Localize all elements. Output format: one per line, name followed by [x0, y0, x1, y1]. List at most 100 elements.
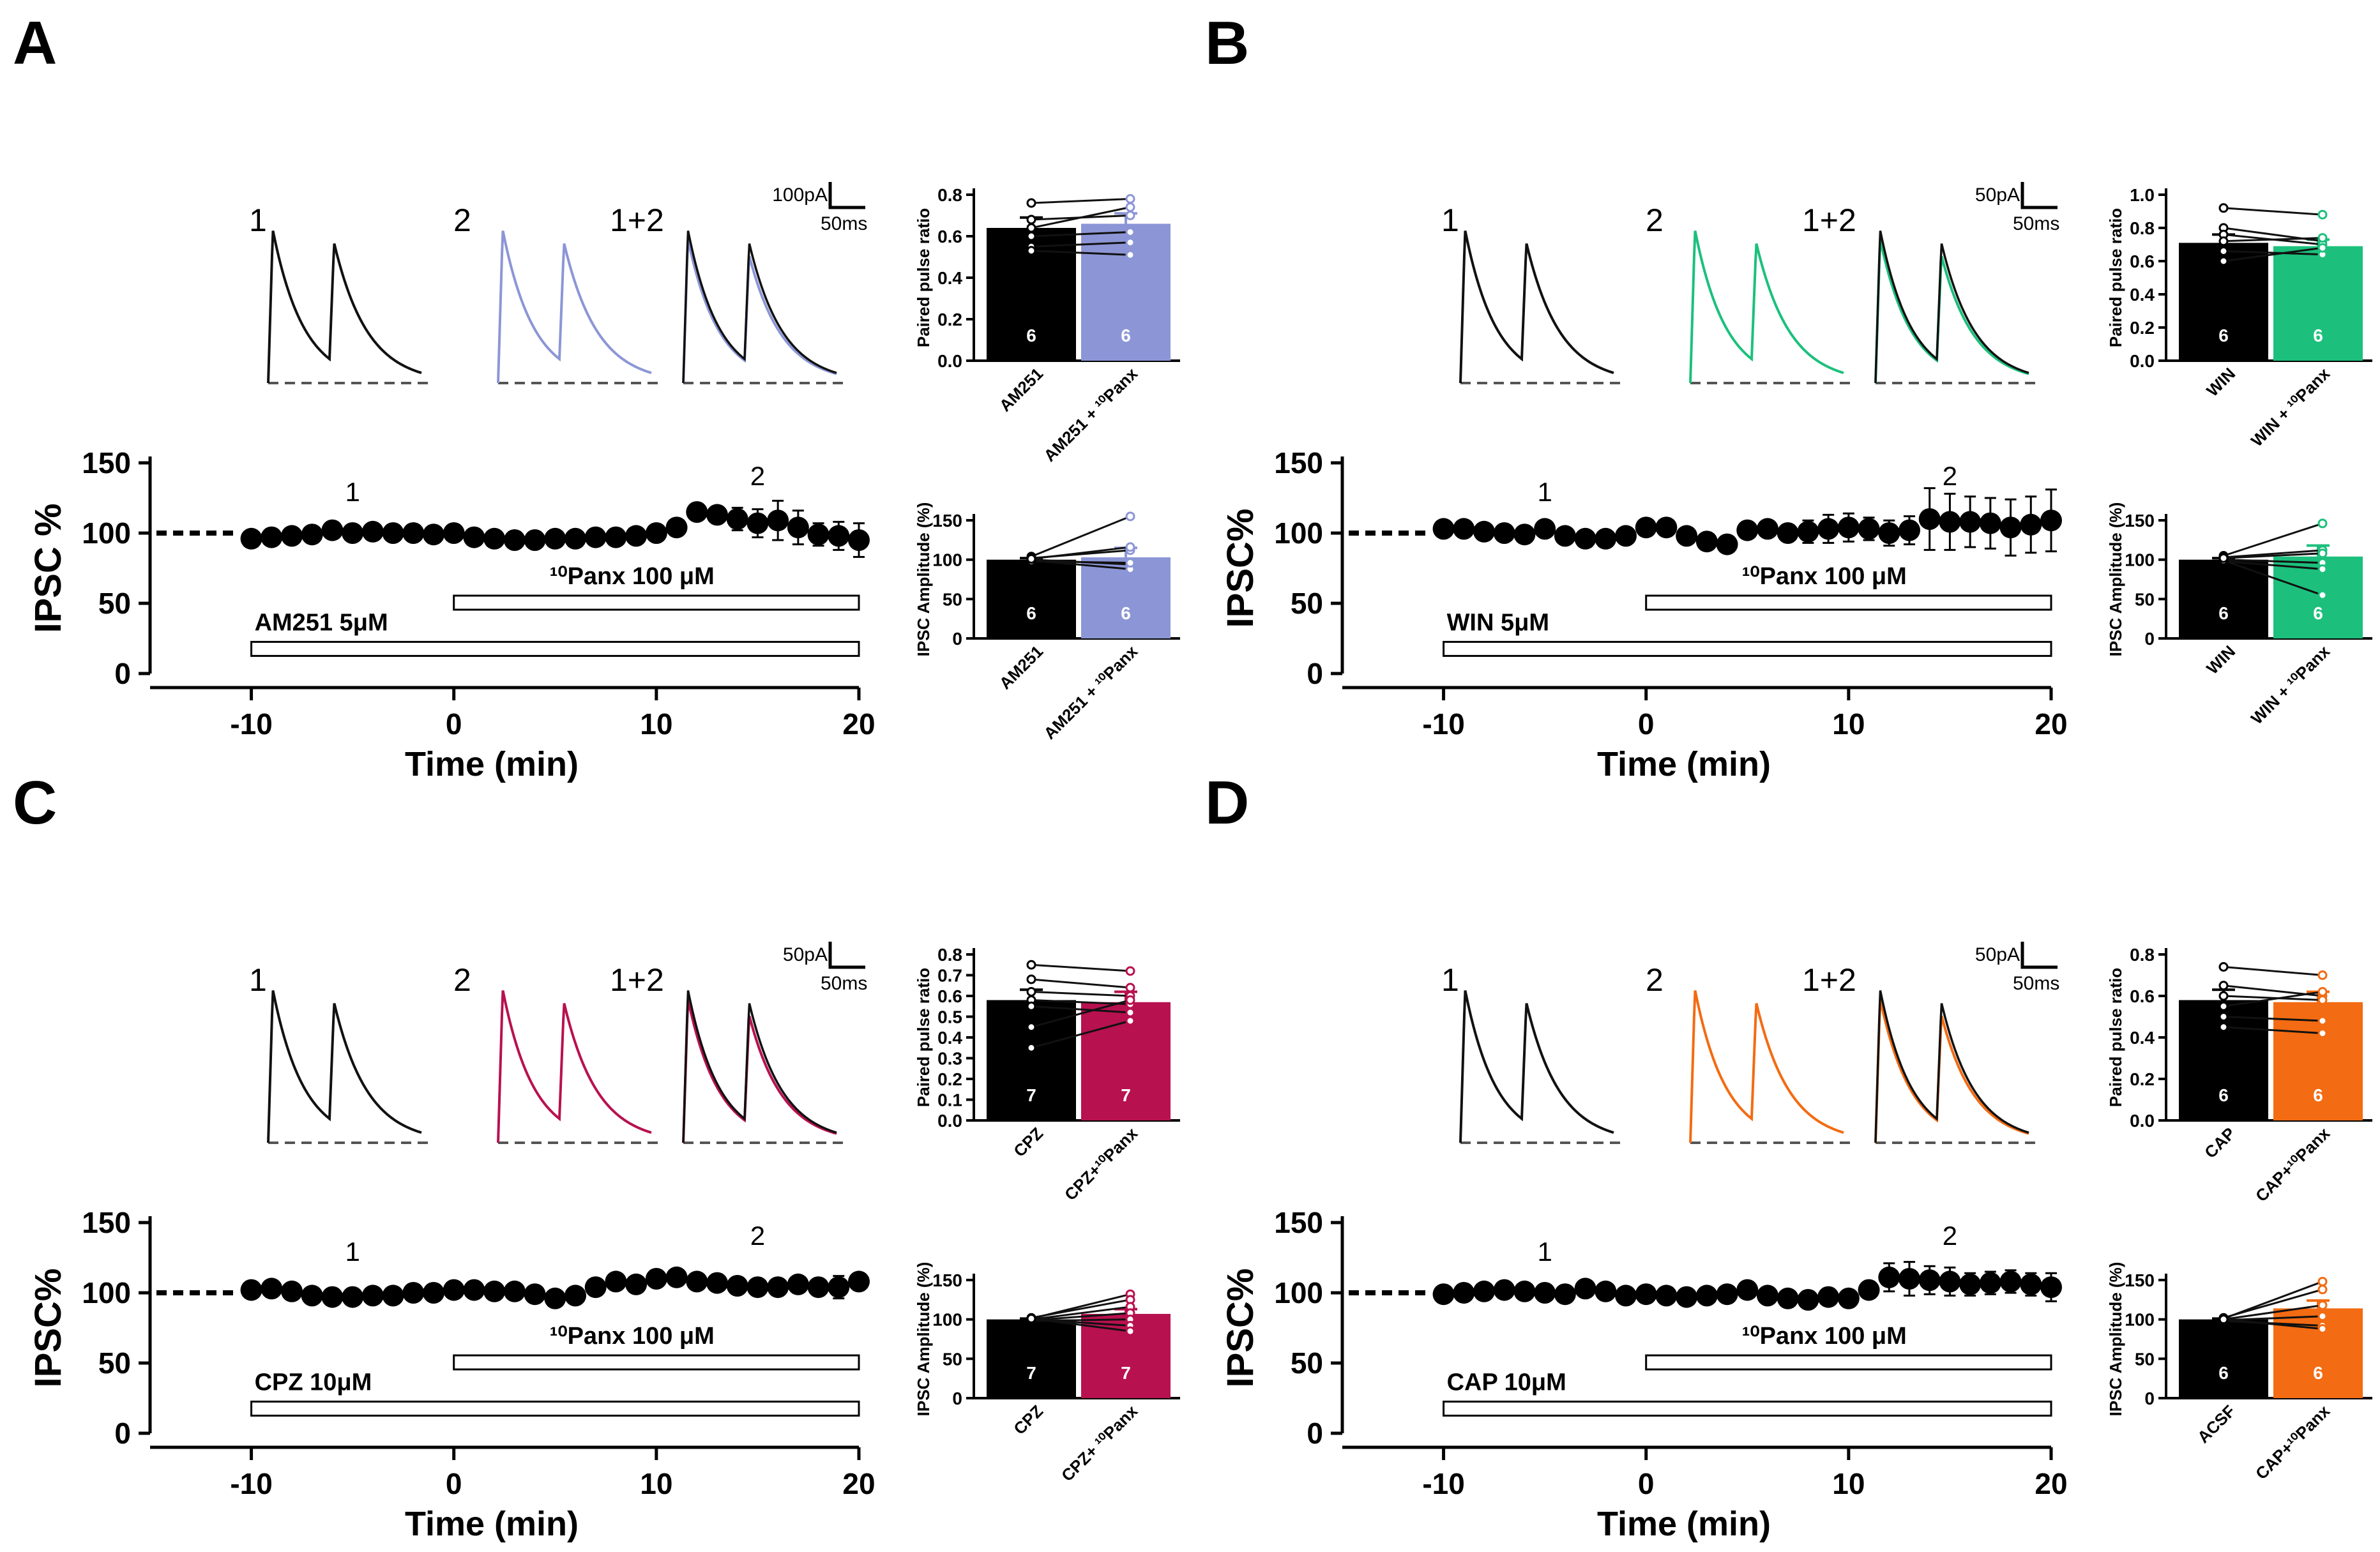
tc-point [261, 1277, 283, 1300]
tc-point [747, 512, 769, 534]
tc-panx-bar [453, 594, 860, 611]
amp-pair-point [2317, 1323, 2328, 1334]
amp-category-panx: CAP+¹⁰Panx [2252, 1401, 2334, 1484]
tc-point [625, 525, 648, 547]
trace-panx [1689, 990, 1844, 1143]
amp-y-label: IPSC Amplitude (%) [2106, 1262, 2125, 1417]
tc-y-tick-label: 150 [82, 1206, 131, 1239]
tc-point [483, 527, 506, 550]
ppr-y-tick-label: 0.2 [937, 1069, 962, 1089]
ppr-y-tick-label: 0.6 [937, 227, 962, 246]
ppr-pair-point [2218, 203, 2229, 213]
tc-point [726, 1275, 748, 1297]
tc-point [321, 1286, 344, 1308]
trace-label-1-2: 1+2 [610, 962, 664, 998]
tc-point [1939, 1270, 1961, 1293]
tc-mark-1: 1 [345, 1237, 360, 1267]
tc-point [2040, 1276, 2062, 1299]
amp-pair-point [2317, 518, 2328, 529]
tc-point [423, 524, 444, 546]
amp-category-control: AM251 [996, 642, 1047, 693]
tc-point [1899, 1268, 1920, 1290]
trace-label-1: 1 [249, 962, 267, 998]
amp-y-label: IPSC Amplitude (%) [2106, 502, 2125, 657]
tc-point [443, 522, 465, 544]
tc-point [645, 1268, 667, 1290]
ppr-pair-point [1026, 960, 1036, 970]
amp-n-panx: 6 [2313, 603, 2323, 623]
tc-point [1979, 1272, 2001, 1294]
tc-point [2040, 509, 2062, 532]
amp-bar-panx [2273, 1308, 2363, 1398]
tc-y-tick-label: 100 [1274, 516, 1323, 550]
amp-pair-line [2223, 1318, 2323, 1330]
tc-point [2020, 513, 2042, 536]
tc-point [828, 1276, 850, 1299]
tc-panx-label: ¹⁰Panx 100 μM [550, 563, 715, 590]
tc-x-tick-label: 0 [1638, 1467, 1655, 1500]
tc-y-tick-label: 0 [1307, 657, 1323, 690]
tc-x-tick-label: 10 [640, 707, 672, 741]
tc-point [1817, 518, 1840, 540]
ppr-pair-line [1031, 206, 1131, 229]
tc-point [1999, 516, 2022, 539]
tc-point [503, 529, 526, 551]
tc-x-label: Time (min) [405, 1505, 579, 1543]
trace-label-1-2: 1+2 [610, 202, 664, 238]
amp-pair-point [2218, 553, 2229, 563]
ppr-pair-point [2317, 233, 2328, 243]
amp-y-tick-label: 150 [2125, 1270, 2155, 1290]
ppr-pair-point [2218, 236, 2229, 246]
ppr-pair-point [1125, 211, 1135, 220]
ppr-bar-control [987, 1000, 1076, 1120]
ppr-y-tick-label: 0.0 [937, 1111, 962, 1131]
amp-bar-panx [1081, 1314, 1171, 1398]
amp-pair-line [2223, 559, 2323, 564]
panel-letter: B [1205, 9, 1249, 77]
tc-y-tick-label: 50 [98, 1346, 131, 1380]
tc-point [1534, 1282, 1556, 1304]
tc-drug-label: CAP 10μM [1447, 1369, 1566, 1396]
ppr-y-label: Paired pulse ratio [2106, 208, 2125, 347]
amp-bar-control [2179, 1319, 2268, 1398]
tc-x-tick-label: 0 [446, 707, 462, 741]
ppr-pair-point [1125, 237, 1135, 248]
trace-label-1-2: 1+2 [1802, 202, 1856, 238]
tc-point [605, 526, 627, 548]
amp-bar-control [2179, 559, 2268, 638]
ppr-n-panx: 7 [1121, 1085, 1131, 1105]
tc-point [1635, 1283, 1657, 1306]
tc-point [1453, 518, 1475, 540]
trace-control [1459, 990, 1614, 1143]
amp-category-control: ACSF [2194, 1401, 2239, 1447]
tc-point [625, 1273, 648, 1295]
amp-y-tick-label: 100 [2125, 550, 2155, 570]
amp-pair-line [1031, 515, 1131, 558]
tc-point [1939, 511, 1961, 533]
tc-point [1432, 518, 1455, 540]
ppr-pair-line [1031, 963, 1131, 972]
ppr-pair-point [2218, 1012, 2229, 1021]
scale-amp: 100pA [772, 185, 828, 206]
tc-point [787, 516, 809, 539]
amp-n-control: 6 [1026, 603, 1036, 623]
ppr-pair-point [1125, 250, 1135, 260]
tc-point [1777, 1287, 1799, 1309]
tc-point [1676, 525, 1698, 547]
scale-time: 50ms [2013, 213, 2059, 234]
amp-y-tick-label: 150 [932, 1270, 962, 1290]
tc-point [1858, 1279, 1880, 1301]
amp-pair-point [1026, 1313, 1036, 1323]
tc-point [1716, 533, 1738, 555]
amp-category-control: CPZ [1010, 1401, 1047, 1438]
ppr-y-label: Paired pulse ratio [914, 208, 933, 347]
ppr-pair-line [1031, 241, 1131, 248]
tc-point [240, 1279, 262, 1301]
tc-x-tick-label: -10 [1422, 1467, 1464, 1500]
panel-letter: C [13, 769, 57, 837]
ppr-pair-point [1125, 1016, 1135, 1026]
trace-label-2: 2 [1646, 202, 1664, 238]
trace-control [267, 990, 422, 1143]
tc-point [1959, 511, 1982, 533]
